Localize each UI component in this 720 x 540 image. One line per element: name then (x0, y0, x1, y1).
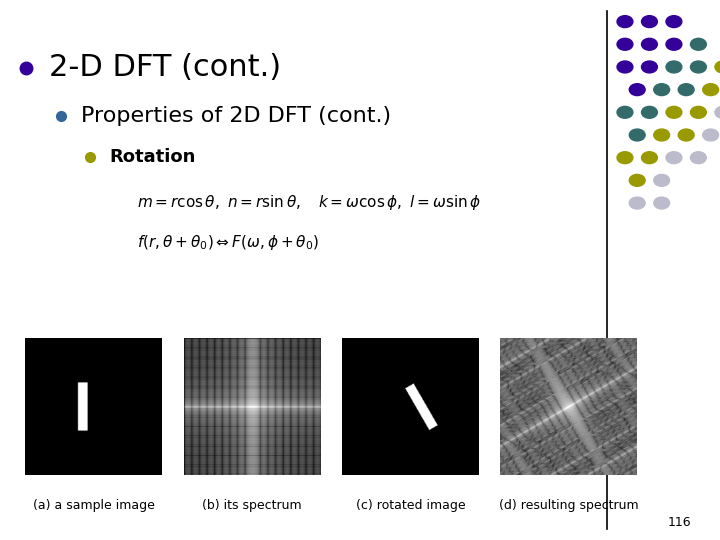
Circle shape (678, 84, 694, 96)
Circle shape (617, 61, 633, 73)
Circle shape (629, 174, 645, 186)
Circle shape (715, 61, 720, 73)
Circle shape (690, 61, 706, 73)
Circle shape (690, 106, 706, 118)
Text: (a) a sample image: (a) a sample image (32, 500, 155, 512)
Circle shape (642, 16, 657, 28)
Circle shape (654, 129, 670, 141)
Circle shape (690, 152, 706, 164)
Text: Rotation: Rotation (109, 147, 196, 166)
Text: $m = r\cos\theta,\ n = r\sin\theta,\quad k = \omega\cos\phi,\ l = \omega\sin\phi: $m = r\cos\theta,\ n = r\sin\theta,\quad… (137, 193, 481, 212)
Circle shape (642, 152, 657, 164)
Circle shape (678, 129, 694, 141)
Circle shape (629, 84, 645, 96)
Text: (d) resulting spectrum: (d) resulting spectrum (499, 500, 639, 512)
Circle shape (666, 38, 682, 50)
Circle shape (666, 152, 682, 164)
Text: $f(r,\theta+\theta_0) \Leftrightarrow F(\omega,\phi+\theta_0)$: $f(r,\theta+\theta_0) \Leftrightarrow F(… (137, 233, 319, 253)
Circle shape (617, 106, 633, 118)
Circle shape (715, 106, 720, 118)
Circle shape (654, 84, 670, 96)
Circle shape (617, 16, 633, 28)
Circle shape (666, 61, 682, 73)
Text: (c) rotated image: (c) rotated image (356, 500, 465, 512)
Text: 116: 116 (667, 516, 691, 529)
Circle shape (654, 197, 670, 209)
Circle shape (703, 84, 719, 96)
Circle shape (666, 106, 682, 118)
Circle shape (690, 38, 706, 50)
Circle shape (654, 174, 670, 186)
Circle shape (642, 106, 657, 118)
Text: Properties of 2D DFT (cont.): Properties of 2D DFT (cont.) (81, 106, 392, 126)
Text: 2-D DFT (cont.): 2-D DFT (cont.) (49, 53, 281, 82)
Circle shape (703, 129, 719, 141)
Circle shape (617, 38, 633, 50)
Circle shape (642, 61, 657, 73)
Text: (b) its spectrum: (b) its spectrum (202, 500, 302, 512)
Circle shape (642, 38, 657, 50)
Circle shape (617, 152, 633, 164)
Circle shape (666, 16, 682, 28)
Circle shape (629, 197, 645, 209)
Circle shape (629, 129, 645, 141)
